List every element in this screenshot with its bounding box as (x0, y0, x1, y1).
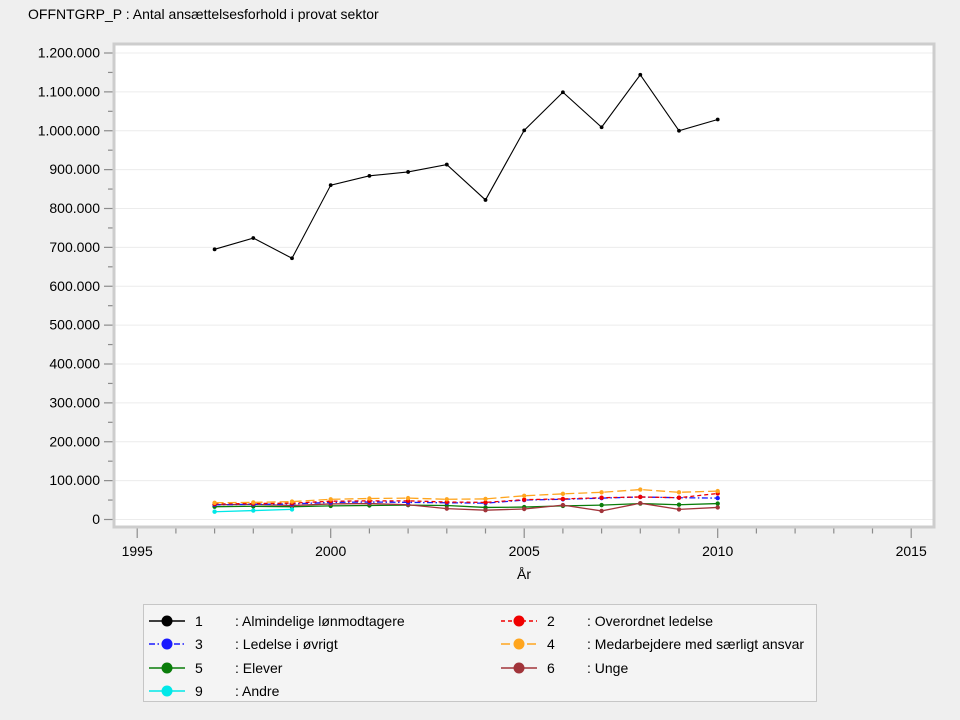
svg-text:100.000: 100.000 (49, 472, 100, 488)
legend-item-series-6: 6 : Unge (501, 660, 628, 676)
svg-text:1.100.000: 1.100.000 (38, 83, 100, 99)
svg-text:600.000: 600.000 (49, 278, 100, 294)
svg-text:900.000: 900.000 (49, 161, 100, 177)
legend-item-series-5: 5 : Elever (149, 660, 501, 676)
legend-series-number: 1 (195, 612, 203, 629)
legend-series-label: : Elever (235, 659, 283, 676)
legend-series-number: 5 (195, 659, 203, 676)
series-1 (212, 72, 720, 261)
svg-text:300.000: 300.000 (49, 394, 100, 410)
legend-series-label: : Andre (235, 683, 280, 700)
svg-text:200.000: 200.000 (49, 433, 100, 449)
series-4 (212, 487, 720, 505)
series-2-marker-icon (501, 613, 537, 629)
y-axis: 0 100.000 200.000 300.000 400.000 500.000 600.… (38, 45, 113, 527)
svg-text:1.200.000: 1.200.000 (38, 45, 100, 61)
x-axis: 1995 2000 2005 2010 2015 År (122, 528, 927, 582)
legend: 1 : Almindelige lønmodtagere 2 : Overord… (143, 604, 817, 702)
svg-text:2010: 2010 (702, 543, 733, 559)
legend-series-number: 6 (547, 659, 555, 676)
series-4-marker-icon (501, 636, 537, 652)
svg-text:2005: 2005 (509, 543, 540, 559)
legend-item-series-4: 4 : Medarbejdere med særligt ansvar (501, 636, 804, 652)
series-6-marker-icon (501, 660, 537, 676)
svg-text:1.000.000: 1.000.000 (38, 122, 100, 138)
legend-row: 9 : Andre (149, 680, 816, 704)
legend-series-label: : Almindelige lønmodtagere (235, 612, 405, 629)
legend-series-number: 4 (547, 636, 555, 653)
series-1-marker-icon (149, 613, 185, 629)
legend-series-label: : Overordnet ledelse (587, 612, 714, 629)
svg-text:0: 0 (92, 511, 100, 527)
gridlines (114, 52, 934, 520)
series-9 (212, 507, 295, 514)
legend-item-series-2: 2 : Overordnet ledelse (501, 613, 713, 629)
plot-area (114, 44, 934, 527)
svg-text:2015: 2015 (896, 543, 927, 559)
legend-series-label: : Unge (587, 659, 629, 676)
svg-text:2000: 2000 (315, 543, 346, 559)
series-9-marker-icon (149, 683, 185, 699)
svg-text:400.000: 400.000 (49, 356, 100, 372)
legend-item-series-9: 9 : Andre (149, 683, 501, 699)
svg-text:500.000: 500.000 (49, 317, 100, 333)
svg-text:700.000: 700.000 (49, 239, 100, 255)
plot-border (112, 42, 936, 529)
svg-text:1995: 1995 (122, 543, 153, 559)
legend-series-label: : Ledelse i øvrigt (235, 636, 338, 653)
x-axis-label: År (517, 566, 531, 582)
series-3-marker-icon (149, 636, 185, 652)
legend-item-series-3: 3 : Ledelse i øvrigt (149, 636, 501, 652)
legend-item-series-1: 1 : Almindelige lønmodtagere (149, 613, 501, 629)
legend-series-number: 2 (547, 612, 555, 629)
legend-series-label: : Medarbejdere med særligt ansvar (587, 636, 805, 653)
svg-text:800.000: 800.000 (49, 200, 100, 216)
legend-series-number: 9 (195, 683, 203, 700)
legend-series-number: 3 (195, 636, 203, 653)
legend-row: 1 : Almindelige lønmodtagere 2 : Overord… (149, 609, 816, 633)
series-5-marker-icon (149, 660, 185, 676)
legend-row: 5 : Elever 6 : Unge (149, 656, 816, 680)
chart-title: OFFNTGRP_P : Antal ansættelsesforhold i … (28, 6, 379, 22)
line-chart: 0 100.000 200.000 300.000 400.000 500.000 600.… (38, 42, 936, 582)
legend-row: 3 : Ledelse i øvrigt 4 : Medarbejdere me… (149, 633, 816, 657)
